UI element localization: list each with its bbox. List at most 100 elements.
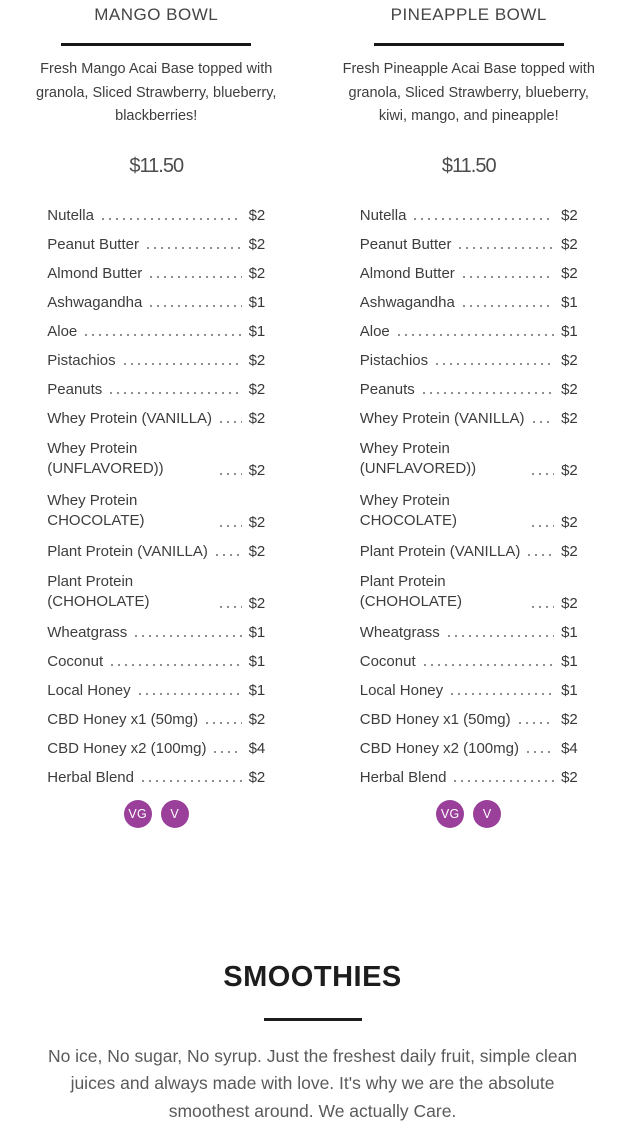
bowl-column-mango: MANGO BOWL Fresh Mango Acai Base topped … (0, 3, 313, 828)
addon-price: $1 (248, 623, 266, 641)
addon-label: Almond Butter (359, 264, 455, 282)
addon-label: Whey Protein (VANILLA) (359, 409, 525, 427)
addon-label: Coconut (47, 652, 104, 670)
vegan-badge: V (160, 799, 189, 828)
addon-row: Peanut Butter $2 (47, 236, 265, 253)
smoothies-divider (263, 1017, 362, 1021)
addon-row: Nutella $2 (360, 207, 578, 224)
addon-label: Aloe (359, 322, 390, 340)
addon-price: $2 (561, 594, 578, 612)
addon-price: $2 (248, 351, 266, 369)
addon-price: $2 (561, 542, 578, 560)
title-divider (61, 43, 252, 46)
addon-price: $1 (248, 322, 266, 340)
addon-price: $2 (248, 768, 266, 786)
addon-price: $2 (561, 461, 578, 479)
vegan-badge: V (473, 799, 502, 828)
addon-price: $2 (561, 513, 578, 531)
addon-row: Local Honey $1 (360, 682, 578, 699)
addon-label: Nutella (359, 206, 407, 224)
dotted-leader (138, 692, 242, 695)
dotted-leader (436, 362, 555, 365)
dotted-leader (447, 634, 555, 637)
addon-label: Peanut Butter (47, 235, 139, 253)
addon-row: Plant Protein (CHOHOLATE) $2 (360, 572, 578, 612)
addon-price: $2 (561, 380, 578, 398)
addon-price: $2 (248, 513, 266, 531)
addon-price: $1 (561, 322, 578, 340)
addon-row: Plant Protein (CHOHOLATE) $2 (47, 572, 265, 612)
dotted-leader (422, 391, 555, 394)
addon-row: Coconut $1 (47, 653, 265, 670)
dotted-leader (220, 420, 242, 423)
dotted-leader (150, 304, 242, 307)
addon-row: CBD Honey x1 (50mg) $2 (360, 711, 578, 728)
addon-row: Aloe $1 (360, 323, 578, 340)
dotted-leader (219, 472, 242, 475)
addon-row: Local Honey $1 (47, 682, 265, 699)
dotted-leader (219, 524, 242, 527)
dotted-leader (532, 524, 555, 527)
addon-price: $2 (248, 542, 266, 560)
addon-price: $1 (248, 652, 266, 670)
dotted-leader (528, 553, 555, 556)
dotted-leader (532, 605, 555, 608)
addon-label: Peanuts (47, 380, 103, 398)
addon-price: $2 (561, 235, 578, 253)
addon-label: CBD Honey x1 (50mg) (47, 710, 199, 728)
addon-row: Almond Butter $2 (360, 265, 578, 282)
addon-label: Plant Protein (CHOHOLATE) (47, 572, 150, 610)
dotted-leader (526, 750, 555, 753)
dotted-leader (110, 391, 242, 394)
bowl-price: $11.50 (441, 154, 497, 177)
dotted-leader (454, 779, 555, 782)
addon-price: $2 (561, 351, 578, 369)
bowl-price: $11.50 (129, 154, 184, 177)
addon-price: $2 (248, 710, 266, 728)
addon-row: Nutella $2 (47, 207, 265, 224)
vegetarian-badge: VG (436, 799, 465, 828)
addon-label: Almond Butter (47, 264, 143, 282)
addon-price: $2 (248, 206, 266, 224)
addon-row: Wheatgrass $1 (360, 624, 578, 641)
addon-label: Whey Protein CHOCOLATE) (47, 491, 145, 529)
dotted-leader (101, 217, 242, 220)
addon-label: Coconut (359, 652, 416, 670)
dotted-leader (459, 246, 555, 249)
addon-label: Ashwagandha (359, 293, 455, 311)
addon-row: Wheatgrass $1 (47, 624, 265, 641)
smoothies-section: SMOOTHIES No ice, No sugar, No syrup. Ju… (0, 959, 625, 1126)
addon-row: CBD Honey x2 (100mg) $4 (360, 740, 578, 757)
addon-row: CBD Honey x1 (50mg) $2 (47, 711, 265, 728)
addon-row: Pistachios $2 (360, 352, 578, 369)
addon-price: $1 (561, 652, 578, 670)
addon-label: Whey Protein CHOCOLATE) (359, 491, 457, 529)
addon-price: $1 (248, 681, 266, 699)
smoothies-title: SMOOTHIES (223, 960, 402, 993)
addon-label: Whey Protein (UNFLAVORED)) (359, 439, 477, 477)
addon-label: Pistachios (359, 351, 429, 369)
addon-price: $2 (561, 264, 578, 282)
addon-label: Plant Protein (CHOHOLATE) (359, 572, 462, 610)
dotted-leader (532, 420, 555, 423)
addon-row: Whey Protein (UNFLAVORED)) $2 (47, 439, 265, 479)
addon-price: $2 (248, 380, 266, 398)
addon-price: $4 (248, 739, 266, 757)
addons-list: Nutella $2 Peanut Butter $2 Almond Butte… (47, 207, 265, 786)
dotted-leader (206, 721, 242, 724)
dotted-leader (141, 779, 242, 782)
addon-row: CBD Honey x2 (100mg) $4 (47, 740, 265, 757)
addon-label: Herbal Blend (359, 768, 447, 786)
addon-label: Plant Protein (VANILLA) (359, 542, 521, 560)
addon-label: Pistachios (47, 351, 116, 369)
addon-label: Plant Protein (VANILLA) (47, 542, 208, 560)
addon-label: CBD Honey x1 (50mg) (359, 710, 511, 728)
dotted-leader (414, 217, 555, 220)
addon-row: Coconut $1 (360, 653, 578, 670)
dotted-leader (111, 663, 242, 666)
dietary-badges: VG V (0, 799, 313, 828)
addon-row: Whey Protein (VANILLA) $2 (360, 410, 578, 427)
addon-row: Pistachios $2 (47, 352, 265, 369)
addon-row: Whey Protein (UNFLAVORED)) $2 (360, 439, 578, 479)
